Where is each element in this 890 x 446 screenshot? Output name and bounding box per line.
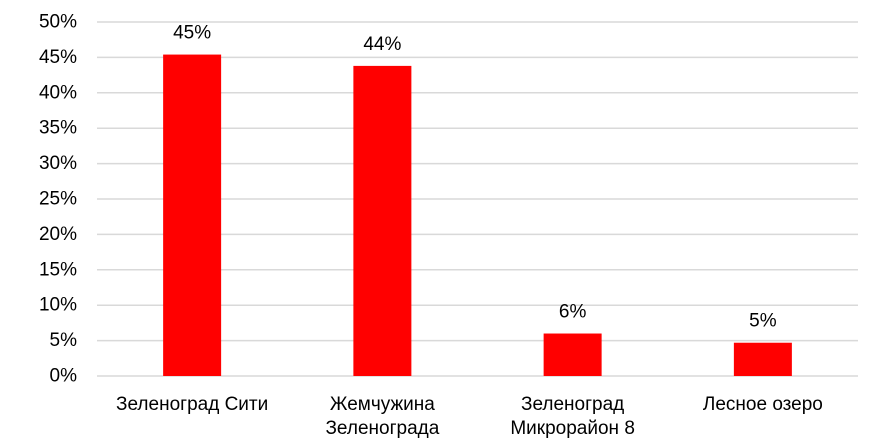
x-category-label-line: Зеленоград (521, 394, 624, 415)
y-tick-label: 5% (50, 330, 78, 351)
y-tick-label: 20% (39, 224, 77, 245)
bar (353, 65, 412, 377)
data-label: 5% (749, 311, 777, 332)
data-label: 6% (559, 302, 587, 323)
y-tick-label: 0% (50, 366, 78, 387)
x-category-label-line: Зеленограда (325, 418, 439, 439)
y-tick-label: 40% (39, 82, 77, 103)
y-tick-label: 15% (39, 259, 77, 280)
x-category-label: Зеленоград Сити (116, 394, 268, 415)
data-label: 44% (363, 34, 401, 55)
y-tick-label: 30% (39, 153, 77, 174)
bar (163, 54, 222, 377)
x-category-label: Жемчужина Зеленограда (325, 394, 439, 439)
x-category-label-line: Зеленоград Сити (116, 394, 268, 415)
bar (543, 333, 602, 376)
bar (733, 342, 792, 376)
y-tick-label: 25% (39, 189, 77, 210)
y-axis-tick-labels: 0% 5% 10% 15% 20% 25% 30% 35% 40% 45% 50% (39, 12, 77, 387)
gridlines (97, 21, 858, 377)
x-category-label-line: Лесное озеро (703, 394, 823, 415)
y-tick-label: 45% (39, 47, 77, 68)
x-category-label-line: Микрорайон 8 (510, 418, 635, 439)
y-tick-label: 35% (39, 118, 77, 139)
x-category-label-line: Жемчужина (330, 394, 435, 415)
data-labels: 45% 44% 6% 5% (173, 23, 777, 332)
x-axis-category-labels: Зеленоград Сити Жемчужина Зеленограда Зелен… (116, 394, 823, 439)
bars (163, 54, 792, 377)
x-category-label: Лесное озеро (703, 394, 823, 415)
data-label: 45% (173, 23, 211, 44)
x-category-label: Зеленоград Микрорайон 8 (510, 394, 635, 439)
y-tick-label: 50% (39, 12, 77, 33)
y-tick-label: 10% (39, 295, 77, 316)
